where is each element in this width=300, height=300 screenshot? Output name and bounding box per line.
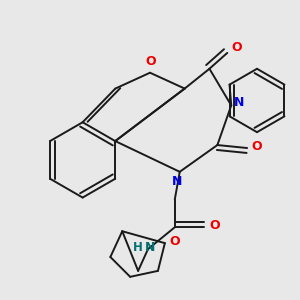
Text: N: N: [234, 96, 244, 109]
Text: N: N: [145, 241, 155, 254]
Text: O: O: [232, 41, 242, 55]
Text: O: O: [209, 219, 220, 232]
Text: N: N: [172, 175, 182, 188]
Text: O: O: [252, 140, 262, 152]
Text: H: H: [133, 241, 143, 254]
Text: O: O: [146, 55, 156, 68]
Text: O: O: [169, 235, 180, 248]
